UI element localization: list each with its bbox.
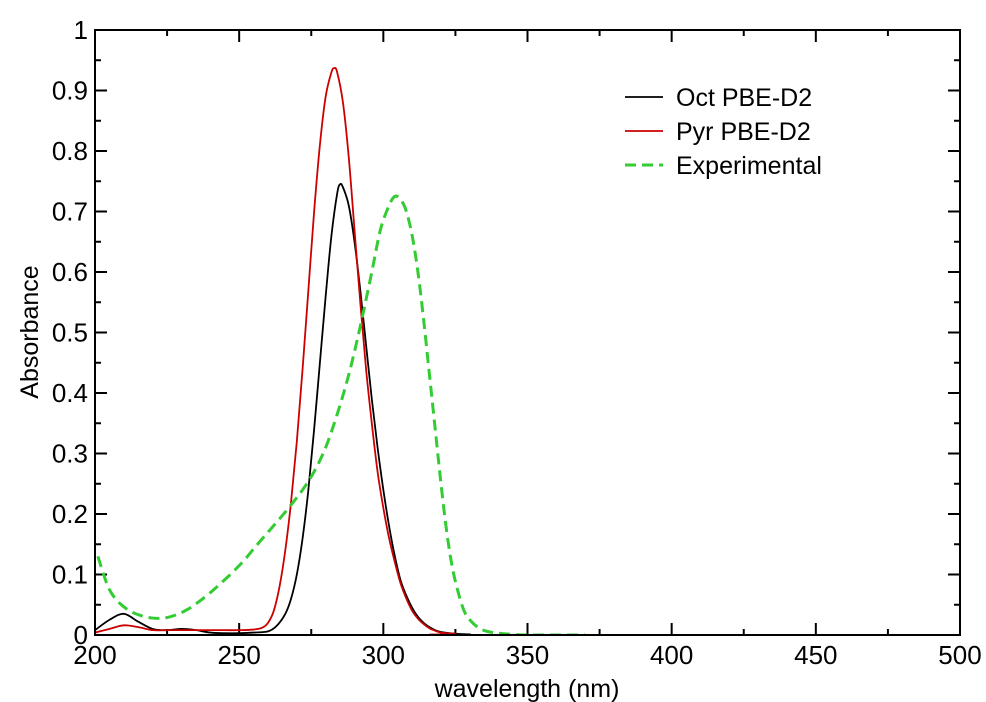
x-tick-label: 500 xyxy=(938,640,981,670)
x-tick-label: 200 xyxy=(73,640,116,670)
legend: Oct PBE-D2 Pyr PBE-D2 Experimental xyxy=(625,84,822,180)
legend-label-experimental: Experimental xyxy=(676,152,822,180)
series-line-pyr-pbe-d2 xyxy=(95,67,960,635)
y-tick-label: 0.6 xyxy=(52,257,88,287)
y-tick-label: 0.4 xyxy=(52,378,88,408)
series-layer xyxy=(95,67,960,635)
series-line-oct-pbe-d2 xyxy=(95,182,960,635)
series-line-experimental xyxy=(96,194,586,635)
y-tick-label: 0.1 xyxy=(52,560,88,590)
x-tick-label: 450 xyxy=(794,640,837,670)
x-tick-label: 350 xyxy=(506,640,549,670)
y-tick-label: 0.9 xyxy=(52,76,88,106)
x-tick-label: 400 xyxy=(650,640,693,670)
legend-label-oct-pbe-d2: Oct PBE-D2 xyxy=(676,84,812,112)
y-tick-label: 0.5 xyxy=(52,318,88,348)
y-tick-label: 0.2 xyxy=(52,499,88,529)
y-tick-label: 0.8 xyxy=(52,136,88,166)
legend-label-pyr-pbe-d2: Pyr PBE-D2 xyxy=(676,118,811,146)
plot-frame xyxy=(94,29,961,636)
x-tick-label: 250 xyxy=(217,640,260,670)
y-tick-label: 0.3 xyxy=(52,439,88,469)
y-tick-label: 0 xyxy=(74,620,88,650)
x-tick-label: 300 xyxy=(362,640,405,670)
y-tick-label: 0.7 xyxy=(52,197,88,227)
y-axis-title: Absorbance xyxy=(16,265,44,398)
axis-ticks xyxy=(94,29,961,636)
y-tick-label: 1 xyxy=(74,15,88,45)
x-axis-title: wavelength (nm) xyxy=(434,675,620,702)
axis-tick-labels: 200 250 300 350 400 450 500 0 0.1 0.2 0.3 0.4 0.5 0.6… xyxy=(52,15,982,670)
